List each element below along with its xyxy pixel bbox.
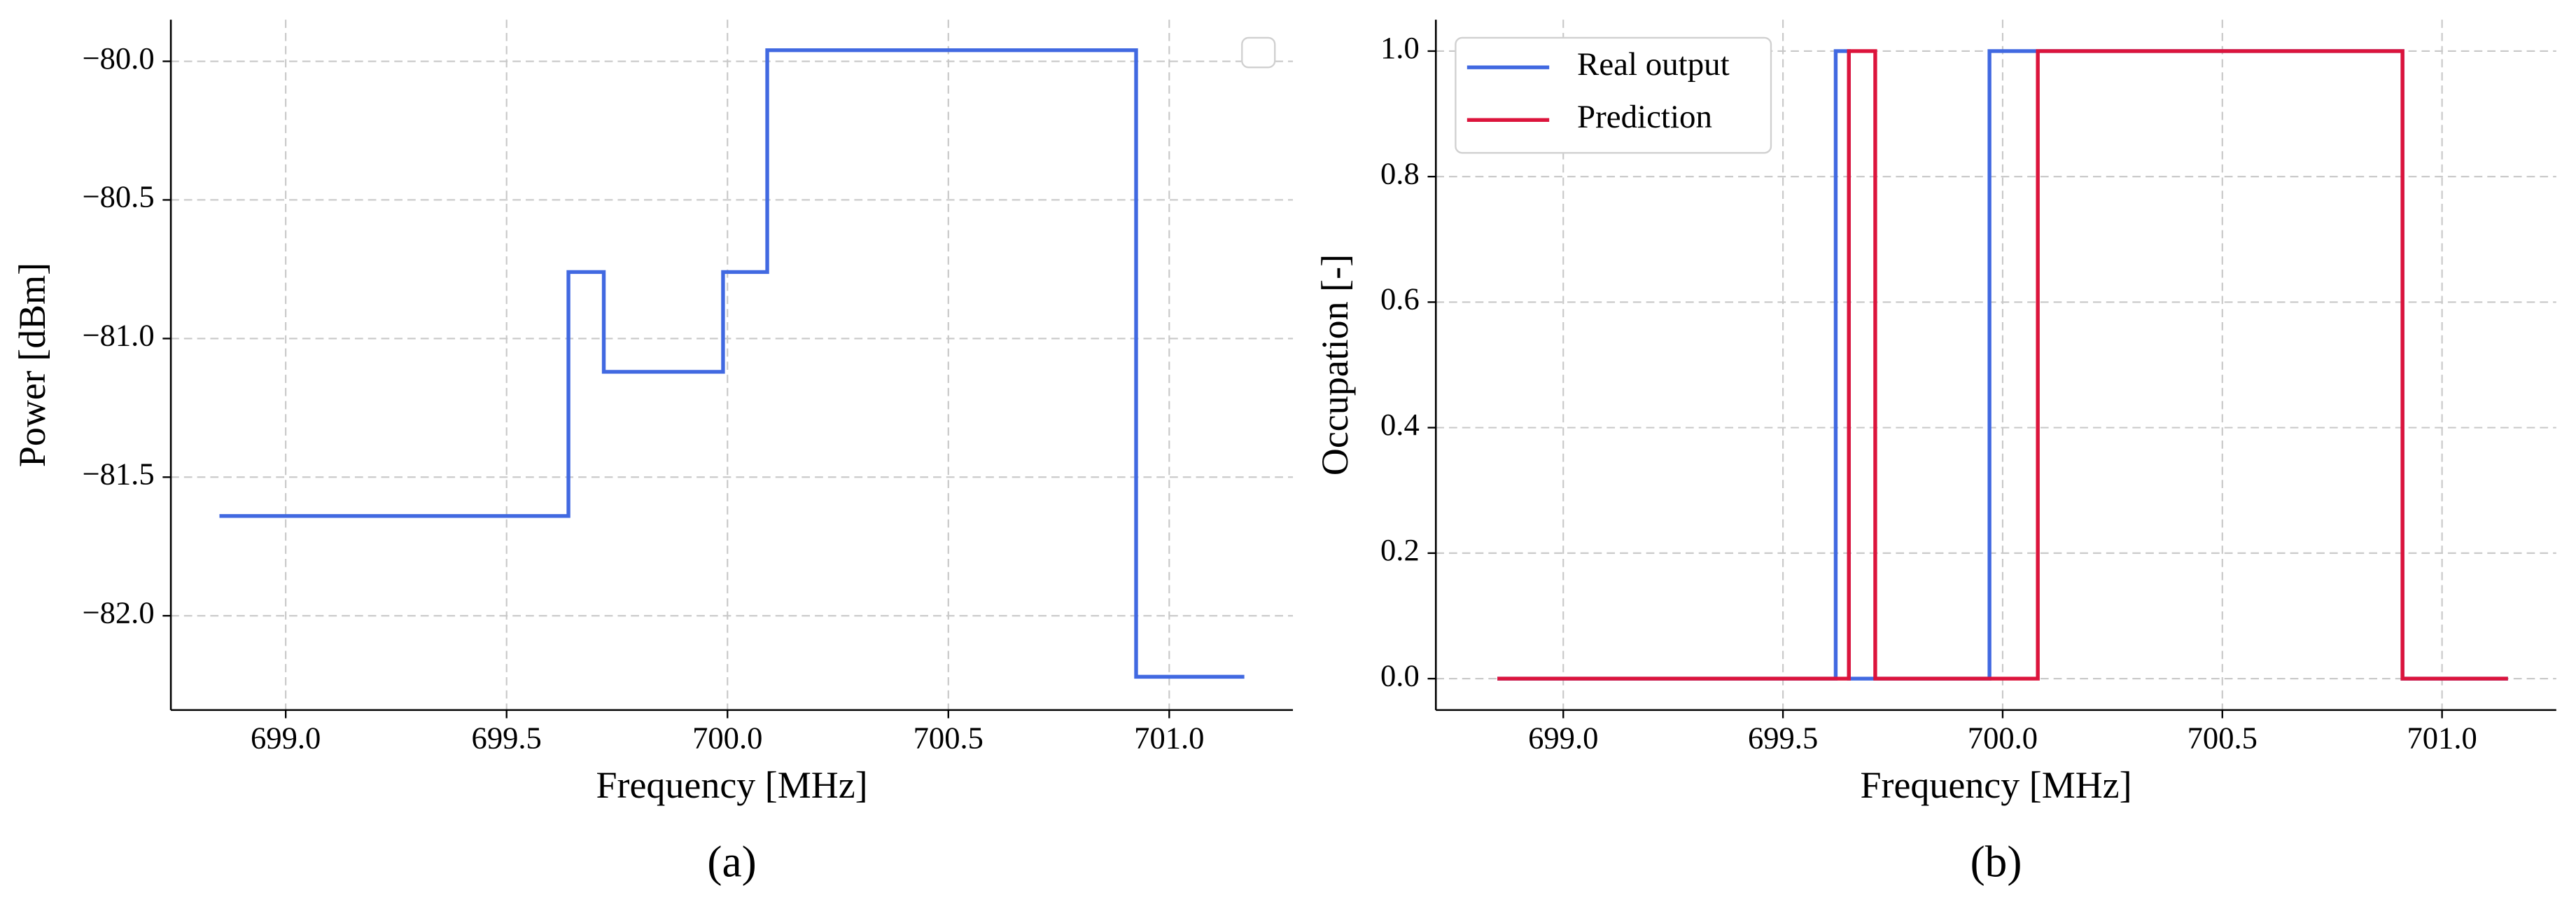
x-tick-label: 699.0 — [1528, 721, 1598, 756]
chart: 699.0 699.5 700.0 700.5 701.0 −82.0 −81.5 −81.0… — [11, 20, 1294, 886]
x-tick-label: 701.0 — [2407, 721, 2477, 756]
x-tick-label: 699.5 — [472, 721, 542, 756]
y-tick-label: 0.8 — [1380, 155, 1420, 190]
y-axis-label: Occupation [-] — [1314, 254, 1356, 476]
caption: (a) — [707, 837, 756, 886]
x-tick-label: 700.0 — [692, 721, 762, 756]
y-tick-label: 0.2 — [1380, 532, 1420, 567]
y-axis-label: Power [dBm] — [11, 263, 53, 467]
y-tick-label: −81.5 — [82, 457, 154, 492]
y-tick-label: 0.0 — [1380, 658, 1420, 693]
y-tick-label: −81.0 — [82, 318, 154, 353]
y-tick-label: −80.5 — [82, 179, 154, 214]
y-tick-label: 1.0 — [1380, 30, 1420, 65]
x-tick-label: 701.0 — [1134, 721, 1204, 756]
x-tick-label: 700.5 — [2188, 721, 2258, 756]
legend-box — [1241, 36, 1276, 69]
x-tick-label: 700.5 — [913, 721, 983, 756]
y-tick-label: −80.0 — [82, 41, 154, 76]
series-line — [1497, 49, 2508, 681]
legend-label: Real output — [1577, 46, 1730, 83]
y-tick-label: 0.6 — [1380, 282, 1420, 317]
x-axis-label: Frequency [MHz] — [596, 764, 867, 806]
y-tick-label: 0.4 — [1380, 407, 1420, 442]
x-axis-label: Frequency [MHz] — [1860, 764, 2132, 806]
x-tick-label: 700.0 — [1968, 721, 2038, 756]
x-tick-label: 699.0 — [251, 721, 321, 756]
legend-label: Prediction — [1577, 99, 1712, 135]
series-line — [219, 48, 1245, 679]
chart: 699.0 699.5 700.0 700.5 701.0 0.0 0.2 0.4 0.6 0.8… — [1314, 20, 2556, 886]
y-tick-label: −82.0 — [82, 595, 154, 630]
caption: (b) — [1970, 837, 2022, 886]
x-tick-label: 699.5 — [1748, 721, 1818, 756]
